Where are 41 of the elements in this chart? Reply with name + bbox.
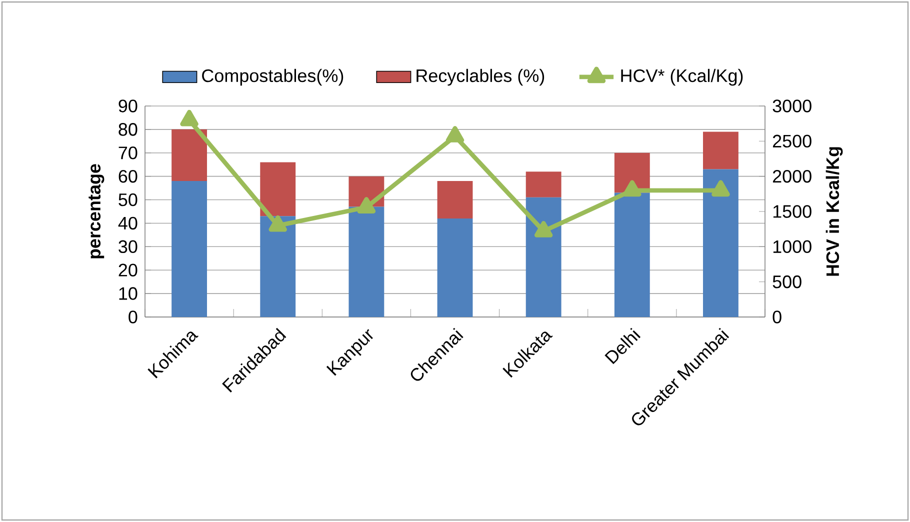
y-tick-label: 90 xyxy=(118,100,138,112)
point xyxy=(268,215,287,232)
bar xyxy=(437,218,473,317)
bar xyxy=(437,181,473,219)
bar xyxy=(172,181,208,317)
y-tick-label: 10 xyxy=(119,287,138,300)
bar xyxy=(260,162,296,216)
legend-label: HCV* (Kcal/Kg) xyxy=(621,68,743,86)
bar xyxy=(703,132,738,170)
bar xyxy=(260,216,296,317)
point xyxy=(180,110,198,126)
bar xyxy=(348,206,384,317)
bar xyxy=(526,197,562,317)
y-tick-label: 40 xyxy=(118,216,138,230)
y-tick-label: 80 xyxy=(118,123,138,136)
bar xyxy=(526,172,562,198)
legend-label: Recyclables (%) xyxy=(416,68,544,86)
y2-tick-label: 500 xyxy=(772,275,802,288)
point xyxy=(357,197,376,214)
point xyxy=(623,180,642,197)
y-tick-label: 30 xyxy=(118,240,138,254)
y-tick-label: 60 xyxy=(118,170,138,183)
legend-label: Compostables(%) xyxy=(202,68,344,86)
bar xyxy=(172,129,208,182)
y2-tick-label: 2500 xyxy=(772,134,812,148)
y-tick-label: 50 xyxy=(118,193,138,206)
y2-tick-label: 1000 xyxy=(773,240,812,254)
y-axis-title: percentage xyxy=(88,164,104,258)
y2-axis-title: HCV in Kcal/Kg xyxy=(826,147,843,276)
y2-tick-label: 0 xyxy=(772,310,782,324)
point xyxy=(446,126,464,142)
point xyxy=(534,220,553,238)
y2-tick-label: 1500 xyxy=(773,205,812,218)
y-tick-label: 70 xyxy=(118,146,138,160)
y-tick-label: 0 xyxy=(128,310,138,324)
bar xyxy=(703,169,738,317)
bar xyxy=(614,192,650,317)
y2-tick-label: 3000 xyxy=(772,100,812,112)
y-tick-label: 20 xyxy=(118,264,138,276)
point xyxy=(712,180,730,197)
y2-tick-label: 2000 xyxy=(772,170,812,183)
